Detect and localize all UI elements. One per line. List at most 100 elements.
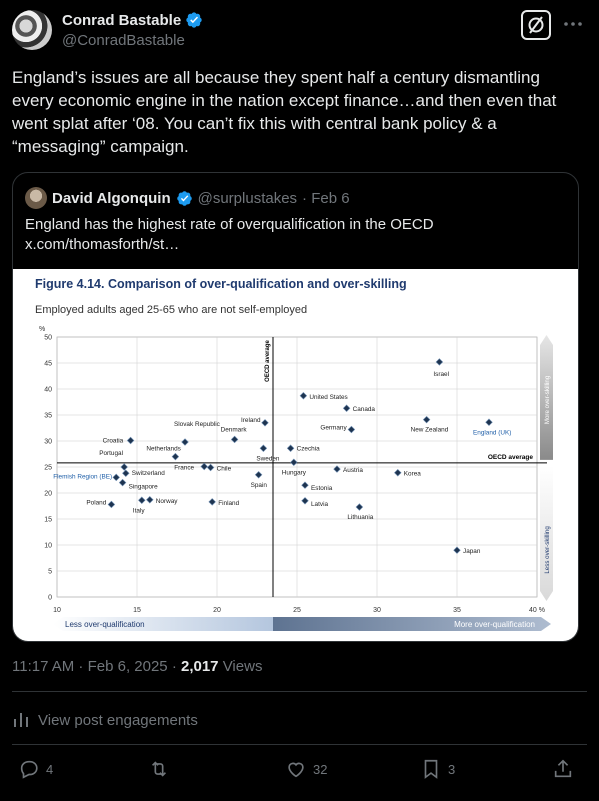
quote-line: England has the highest rate of overqual… xyxy=(25,216,434,233)
data-point-label: Switzerland xyxy=(132,470,165,477)
x-tick-label: 10 xyxy=(53,607,61,614)
chart-title: Figure 4.14. Comparison of over-qualific… xyxy=(35,277,407,291)
data-point xyxy=(333,465,341,473)
x-tick-label: 20 xyxy=(213,607,221,614)
author-handle[interactable]: @ConradBastable xyxy=(62,32,185,49)
quote-link[interactable]: x.com/thomasforth/st… xyxy=(25,236,180,253)
data-point-label: Czechia xyxy=(297,445,321,452)
reply-button[interactable]: 4 xyxy=(18,758,53,780)
data-point xyxy=(394,468,402,477)
quote-author-avatar xyxy=(25,187,47,209)
bookmark-count: 3 xyxy=(448,761,456,777)
tweet-line: went splat after ‘08. You can’t fix this… xyxy=(12,114,497,133)
tweet-line: “messaging” campaign. xyxy=(12,137,189,156)
data-point-label: Denmark xyxy=(221,426,248,433)
data-point xyxy=(347,425,356,434)
data-point-label: Flemish Region (BE) xyxy=(53,473,112,480)
grok-icon xyxy=(528,16,544,34)
data-point-label: New Zealand xyxy=(411,427,449,434)
repost-icon xyxy=(151,761,167,777)
share-button[interactable] xyxy=(552,758,574,780)
post-header: Conrad Bastable @ConradBastable xyxy=(12,8,587,54)
bookmark-icon xyxy=(424,759,438,779)
y-arrow-down-bar xyxy=(540,465,553,601)
y-arrow-bottom-label: Less over-skilling xyxy=(544,526,551,574)
data-point xyxy=(435,358,444,366)
y-tick-label: 25 xyxy=(44,465,52,472)
y-tick-label: 20 xyxy=(44,491,52,498)
author-avatar[interactable] xyxy=(12,10,52,50)
data-point xyxy=(126,436,135,445)
quote-header: David Algonquin @surplustakes · Feb 6 xyxy=(25,187,350,209)
post-timestamp: 11:17 AM · Feb 6, 2025 · 2,017 Views xyxy=(12,658,262,675)
data-point-label: United States xyxy=(309,394,347,401)
quote-author-handle: @surplustakes xyxy=(197,189,298,207)
data-point xyxy=(261,419,269,427)
data-point xyxy=(206,463,215,472)
x-tick-label: 15 xyxy=(133,607,141,614)
more-options-icon[interactable] xyxy=(563,14,583,34)
post-time[interactable]: 11:17 AM · Feb 6, 2025 · xyxy=(12,658,181,675)
data-point-label: Lithuania xyxy=(347,514,373,521)
data-point-label: Spain xyxy=(251,482,268,489)
x-arrow-right-label: More over-qualification xyxy=(454,620,535,629)
data-point-label: Estonia xyxy=(311,485,333,492)
y-arrow-up-bar xyxy=(540,335,553,460)
data-point xyxy=(301,481,309,489)
quoted-post[interactable]: David Algonquin @surplustakes · Feb 6 En… xyxy=(12,172,579,642)
data-point xyxy=(453,546,461,554)
data-point xyxy=(146,496,154,504)
data-point-label: Chile xyxy=(217,466,232,473)
data-point xyxy=(138,496,146,505)
data-point-label: Germany xyxy=(320,425,347,432)
data-point-label: Italy xyxy=(133,507,146,514)
verified-badge-icon xyxy=(176,190,192,206)
x-tick-label: 35 xyxy=(453,607,461,614)
data-point-label: England (UK) xyxy=(473,429,511,436)
x-arrow-left-label: Less over-qualification xyxy=(65,620,145,629)
y-tick-label: 50 xyxy=(44,335,52,342)
like-button[interactable]: 32 xyxy=(285,758,327,780)
data-point xyxy=(107,500,116,509)
divider xyxy=(12,691,587,692)
data-point-label: Poland xyxy=(86,499,106,506)
data-point xyxy=(299,392,308,400)
chart-subtitle: Employed adults aged 25-65 who are not s… xyxy=(35,304,307,316)
x-tick-label: 25 xyxy=(293,607,301,614)
y-tick-label: 30 xyxy=(44,439,52,446)
data-point-label: Israel xyxy=(433,371,449,378)
like-count: 32 xyxy=(313,761,328,777)
data-point-label: Slovak Republic xyxy=(174,421,221,428)
bookmark-button[interactable]: 3 xyxy=(420,758,455,780)
repost-button[interactable] xyxy=(148,758,176,780)
data-point xyxy=(230,435,239,444)
data-point-label: France xyxy=(174,464,194,471)
data-point xyxy=(122,469,130,477)
y-tick-label: 45 xyxy=(44,361,52,368)
x-tick-label: 40 % xyxy=(529,607,545,614)
views-label: Views xyxy=(218,658,263,675)
data-point xyxy=(171,452,180,461)
grok-button[interactable] xyxy=(521,10,551,40)
y-tick-label: 10 xyxy=(44,543,52,550)
heart-icon xyxy=(288,762,304,778)
y-tick-label: 0 xyxy=(48,595,52,602)
chart-image[interactable]: Figure 4.14. Comparison of over-qualific… xyxy=(13,269,578,641)
share-icon xyxy=(554,759,572,778)
author-name[interactable]: Conrad Bastable xyxy=(62,11,182,29)
data-point xyxy=(355,503,364,511)
view-engagements-label: View post engagements xyxy=(38,711,198,729)
oecd-average-horizontal-label: OECD average xyxy=(488,454,534,461)
y-tick-label: 15 xyxy=(44,517,52,524)
quote-author-name: David Algonquin xyxy=(52,189,171,207)
view-engagements-link[interactable]: View post engagements xyxy=(12,711,198,729)
quote-date: · Feb 6 xyxy=(302,189,350,207)
data-point-label: Canada xyxy=(353,406,376,413)
y-tick-label: 5 xyxy=(48,569,52,576)
y-tick-label: 40 xyxy=(44,387,52,394)
data-point-label: Portugal xyxy=(99,450,123,457)
data-point-label: Hungary xyxy=(282,469,307,476)
y-unit-label: % xyxy=(39,326,45,333)
data-point-label: Norway xyxy=(156,498,178,505)
reply-icon xyxy=(20,760,38,779)
